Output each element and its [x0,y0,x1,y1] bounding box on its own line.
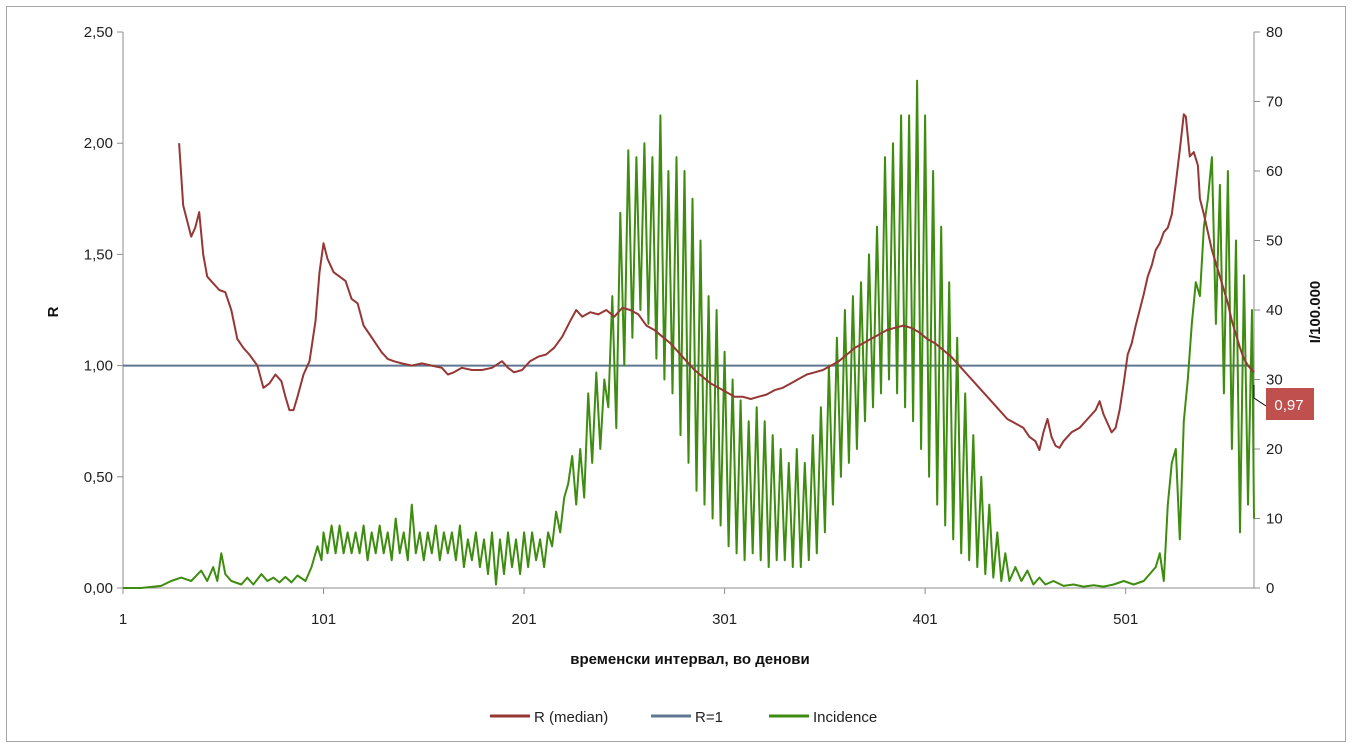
x-tick-label: 101 [311,611,336,628]
legend-label-r-median: R (median) [534,709,608,726]
x-tick-label: 1 [119,611,127,628]
y-left-tick-label: 1,00 [84,358,113,375]
series-line-r-median [178,113,1255,452]
y-right-tick-label: 0 [1266,580,1274,597]
x-tick-label: 201 [512,611,537,628]
y-left-tick-label: 2,00 [84,135,113,152]
y-right-tick-label: 60 [1266,163,1283,180]
y-right-tick-label: 40 [1266,302,1283,319]
y-right-tick-label: 80 [1266,24,1283,41]
chart-frame [6,6,1346,742]
y-axis-label-right: I/100.000 [1307,281,1324,344]
x-tick-label: 301 [712,611,737,628]
y-left-tick-label: 1,50 [84,246,113,263]
axes: 0,00 0,50 1,00 1,50 2,00 2,50 0 10 20 30 40 50 60 70 8… [84,24,1283,628]
value-callout-text: 0,97 [1274,397,1303,414]
value-callout-box [1266,388,1314,420]
y-left-tick-label: 2,50 [84,24,113,41]
y-right-tick-label: 30 [1266,372,1283,389]
y-right-tick-label: 20 [1266,441,1283,458]
y-left-tick-label: 0,50 [84,469,113,486]
y-right-tick-label: 70 [1266,94,1283,111]
y-left-tick-label: 0,00 [84,580,113,597]
y-right-tick-label: 50 [1266,233,1283,250]
legend: R (median) R=1 Incidence [490,709,877,726]
x-tick-label: 401 [913,611,938,628]
series-layer [123,79,1255,589]
x-axis-label: временски интервал, во денови [570,651,810,668]
x-tick-label: 501 [1113,611,1138,628]
value-callout: 0,97 [1253,385,1314,420]
legend-label-r-1: R=1 [695,709,723,726]
y-axis-label-left: R [45,306,62,317]
legend-label-incidence: Incidence [813,709,877,726]
series-line-incidence [123,79,1255,589]
y-right-tick-label: 10 [1266,511,1283,528]
